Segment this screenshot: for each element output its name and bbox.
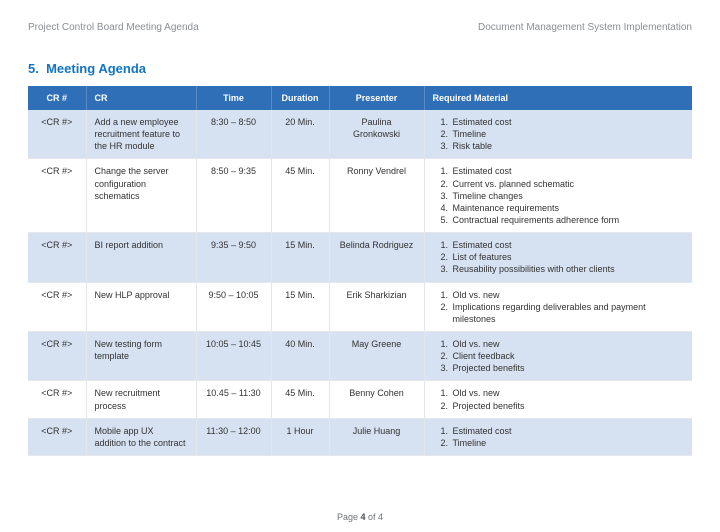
table-body: <CR #>Add a new employee recruitment fea… — [28, 110, 692, 455]
materials-list: Estimated costTimeline — [433, 425, 685, 449]
cell-cr: <CR #> — [28, 418, 86, 455]
cell-presenter: May Greene — [329, 331, 424, 380]
materials-item: Contractual requirements adherence form — [451, 214, 685, 226]
cell-cr: <CR #> — [28, 381, 86, 418]
cell-time: 11:30 – 12:00 — [196, 418, 271, 455]
cell-desc: New recruitment process — [86, 381, 196, 418]
materials-item: Estimated cost — [451, 239, 685, 251]
cell-materials: Estimated costTimeline — [424, 418, 692, 455]
cell-materials: Estimated costList of featuresReusabilit… — [424, 233, 692, 282]
table-row: <CR #>Add a new employee recruitment fea… — [28, 110, 692, 159]
table-row: <CR #>Mobile app UX addition to the cont… — [28, 418, 692, 455]
materials-item: Estimated cost — [451, 425, 685, 437]
section-title-text: Meeting Agenda — [46, 61, 146, 76]
cell-presenter: Paulina Gronkowski — [329, 110, 424, 159]
materials-item: Maintenance requirements — [451, 202, 685, 214]
col-header-presenter: Presenter — [329, 86, 424, 110]
table-row: <CR #>BI report addition9:35 – 9:5015 Mi… — [28, 233, 692, 282]
header-right-text: Document Management System Implementatio… — [478, 22, 692, 33]
cell-cr: <CR #> — [28, 159, 86, 233]
table-row: <CR #>Change the server configuration sc… — [28, 159, 692, 233]
cell-desc: New testing form template — [86, 331, 196, 380]
document-header: Project Control Board Meeting Agenda Doc… — [28, 22, 692, 33]
materials-item: Timeline — [451, 437, 685, 449]
section-number: 5. — [28, 61, 39, 76]
materials-item: Client feedback — [451, 350, 685, 362]
cell-desc: Add a new employee recruitment feature t… — [86, 110, 196, 159]
materials-item: Reusability possibilities with other cli… — [451, 263, 685, 275]
cell-presenter: Belinda Rodriguez — [329, 233, 424, 282]
cell-time: 10.45 – 11:30 — [196, 381, 271, 418]
cell-presenter: Benny Cohen — [329, 381, 424, 418]
cell-duration: 45 Min. — [271, 159, 329, 233]
materials-item: Timeline — [451, 128, 685, 140]
table-header: CR # CR Time Duration Presenter Required… — [28, 86, 692, 110]
materials-item: Implications regarding deliverables and … — [451, 301, 685, 325]
footer-sep: of — [366, 512, 379, 522]
table-row: <CR #>New HLP approval9:50 – 10:0515 Min… — [28, 282, 692, 331]
materials-item: Current vs. planned schematic — [451, 178, 685, 190]
cell-materials: Old vs. newImplications regarding delive… — [424, 282, 692, 331]
materials-item: List of features — [451, 251, 685, 263]
cell-cr: <CR #> — [28, 110, 86, 159]
cell-desc: BI report addition — [86, 233, 196, 282]
cell-cr: <CR #> — [28, 331, 86, 380]
materials-list: Old vs. newImplications regarding delive… — [433, 289, 685, 325]
cell-duration: 45 Min. — [271, 381, 329, 418]
cell-presenter: Ronny Vendrel — [329, 159, 424, 233]
materials-item: Old vs. new — [451, 338, 685, 350]
cell-materials: Old vs. newClient feedbackProjected bene… — [424, 331, 692, 380]
cell-materials: Estimated costTimelineRisk table — [424, 110, 692, 159]
cell-duration: 40 Min. — [271, 331, 329, 380]
materials-item: Timeline changes — [451, 190, 685, 202]
col-header-duration: Duration — [271, 86, 329, 110]
materials-item: Estimated cost — [451, 165, 685, 177]
col-header-desc: CR — [86, 86, 196, 110]
header-left-text: Project Control Board Meeting Agenda — [28, 22, 199, 33]
cell-duration: 15 Min. — [271, 282, 329, 331]
table-row: <CR #>New testing form template10:05 – 1… — [28, 331, 692, 380]
page-container: Project Control Board Meeting Agenda Doc… — [0, 0, 720, 456]
cell-desc: Mobile app UX addition to the contract — [86, 418, 196, 455]
cell-presenter: Erik Sharkizian — [329, 282, 424, 331]
materials-list: Estimated costCurrent vs. planned schema… — [433, 165, 685, 226]
materials-list: Estimated costTimelineRisk table — [433, 116, 685, 152]
cell-duration: 20 Min. — [271, 110, 329, 159]
cell-presenter: Julie Huang — [329, 418, 424, 455]
footer-total-pages: 4 — [378, 512, 383, 522]
materials-item: Old vs. new — [451, 387, 685, 399]
page-footer: Page 4 of 4 — [0, 512, 720, 522]
cell-duration: 1 Hour — [271, 418, 329, 455]
cell-duration: 15 Min. — [271, 233, 329, 282]
cell-desc: New HLP approval — [86, 282, 196, 331]
materials-item: Estimated cost — [451, 116, 685, 128]
cell-cr: <CR #> — [28, 282, 86, 331]
table-row: <CR #>New recruitment process10.45 – 11:… — [28, 381, 692, 418]
materials-list: Estimated costList of featuresReusabilit… — [433, 239, 685, 275]
cell-time: 8:50 – 9:35 — [196, 159, 271, 233]
cell-time: 9:50 – 10:05 — [196, 282, 271, 331]
materials-list: Old vs. newClient feedbackProjected bene… — [433, 338, 685, 374]
agenda-table: CR # CR Time Duration Presenter Required… — [28, 86, 692, 456]
col-header-time: Time — [196, 86, 271, 110]
materials-list: Old vs. newProjected benefits — [433, 387, 685, 411]
cell-materials: Estimated costCurrent vs. planned schema… — [424, 159, 692, 233]
cell-cr: <CR #> — [28, 233, 86, 282]
cell-materials: Old vs. newProjected benefits — [424, 381, 692, 418]
cell-time: 9:35 – 9:50 — [196, 233, 271, 282]
materials-item: Risk table — [451, 140, 685, 152]
materials-item: Projected benefits — [451, 362, 685, 374]
section-title: 5. Meeting Agenda — [28, 61, 692, 76]
materials-item: Projected benefits — [451, 400, 685, 412]
col-header-cr: CR # — [28, 86, 86, 110]
materials-item: Old vs. new — [451, 289, 685, 301]
cell-time: 8:30 – 8:50 — [196, 110, 271, 159]
col-header-material: Required Material — [424, 86, 692, 110]
cell-desc: Change the server configuration schemati… — [86, 159, 196, 233]
cell-time: 10:05 – 10:45 — [196, 331, 271, 380]
footer-prefix: Page — [337, 512, 361, 522]
